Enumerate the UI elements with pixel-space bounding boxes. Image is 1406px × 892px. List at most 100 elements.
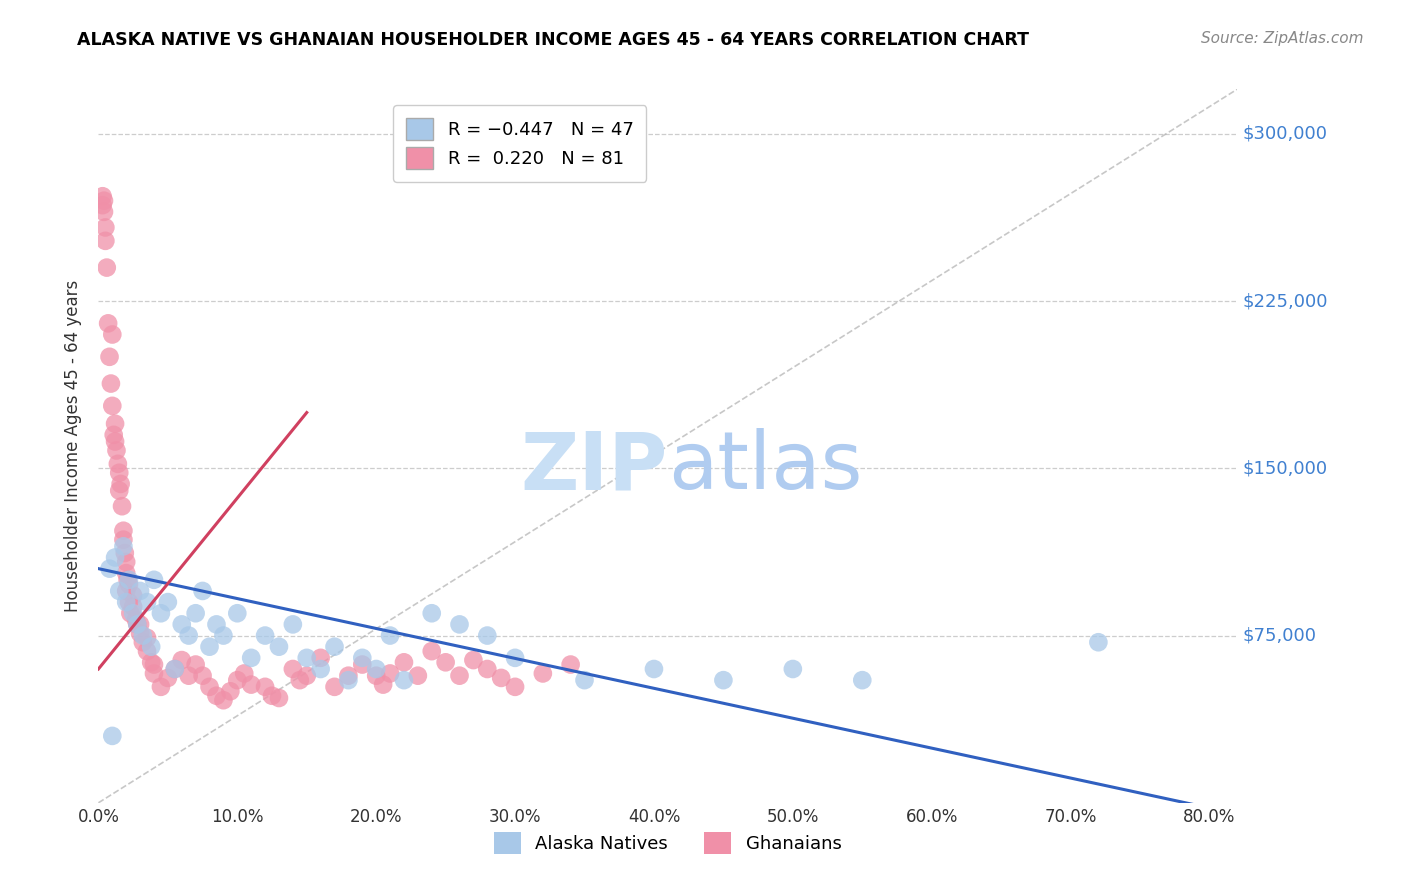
Point bbox=[463, 653, 485, 667]
Point bbox=[449, 669, 471, 683]
Point bbox=[226, 607, 249, 621]
Point bbox=[503, 651, 526, 665]
Point bbox=[177, 669, 200, 683]
Point bbox=[177, 628, 200, 642]
Point bbox=[108, 466, 131, 480]
Point bbox=[205, 617, 228, 632]
Point bbox=[851, 673, 873, 687]
Point bbox=[91, 198, 114, 212]
Text: atlas: atlas bbox=[668, 428, 862, 507]
Point bbox=[226, 673, 249, 687]
Point bbox=[184, 607, 207, 621]
Point bbox=[323, 640, 346, 654]
Point bbox=[281, 617, 304, 632]
Point bbox=[170, 617, 193, 632]
Point bbox=[143, 573, 166, 587]
Point bbox=[114, 546, 136, 560]
Text: $150,000: $150,000 bbox=[1243, 459, 1329, 477]
Point bbox=[156, 595, 179, 609]
Point bbox=[136, 631, 159, 645]
Point bbox=[93, 194, 115, 208]
Point bbox=[392, 655, 415, 669]
Point bbox=[112, 539, 135, 553]
Point bbox=[115, 595, 138, 609]
Point bbox=[156, 671, 179, 685]
Point bbox=[101, 729, 124, 743]
Point bbox=[94, 220, 117, 235]
Point bbox=[122, 607, 145, 621]
Text: $300,000: $300,000 bbox=[1243, 125, 1329, 143]
Point bbox=[149, 680, 172, 694]
Point bbox=[254, 628, 277, 642]
Point bbox=[115, 555, 138, 569]
Point bbox=[420, 644, 443, 658]
Point bbox=[212, 693, 235, 707]
Point bbox=[127, 617, 149, 632]
Text: Source: ZipAtlas.com: Source: ZipAtlas.com bbox=[1201, 31, 1364, 46]
Point bbox=[122, 599, 145, 614]
Point bbox=[560, 657, 582, 672]
Point bbox=[125, 613, 148, 627]
Point bbox=[267, 690, 290, 705]
Point bbox=[420, 607, 443, 621]
Point bbox=[406, 669, 429, 683]
Point bbox=[101, 399, 124, 413]
Point bbox=[163, 662, 186, 676]
Point bbox=[366, 662, 388, 676]
Point bbox=[104, 434, 127, 449]
Point bbox=[170, 653, 193, 667]
Point bbox=[782, 662, 804, 676]
Point bbox=[503, 680, 526, 694]
Point bbox=[115, 583, 138, 598]
Point bbox=[129, 617, 152, 632]
Point bbox=[110, 476, 132, 491]
Point bbox=[337, 673, 360, 687]
Point bbox=[309, 662, 332, 676]
Point bbox=[100, 376, 122, 391]
Legend: Alaska Natives, Ghanaians: Alaska Natives, Ghanaians bbox=[486, 825, 849, 862]
Point bbox=[105, 443, 128, 458]
Point bbox=[352, 657, 374, 672]
Point bbox=[392, 673, 415, 687]
Point bbox=[191, 583, 214, 598]
Point bbox=[477, 628, 499, 642]
Point bbox=[112, 533, 135, 547]
Text: ZIP: ZIP bbox=[520, 428, 668, 507]
Point bbox=[103, 427, 125, 442]
Point bbox=[141, 655, 163, 669]
Point bbox=[136, 644, 159, 658]
Point bbox=[713, 673, 735, 687]
Point bbox=[129, 626, 152, 640]
Point bbox=[219, 684, 242, 698]
Point bbox=[127, 617, 149, 632]
Point bbox=[205, 689, 228, 703]
Point bbox=[112, 524, 135, 538]
Point bbox=[107, 457, 129, 471]
Point bbox=[132, 635, 155, 649]
Point bbox=[122, 589, 145, 603]
Point bbox=[337, 669, 360, 683]
Point bbox=[531, 666, 554, 681]
Point bbox=[108, 583, 131, 598]
Y-axis label: Householder Income Ages 45 - 64 years: Householder Income Ages 45 - 64 years bbox=[65, 280, 83, 612]
Point bbox=[98, 562, 121, 576]
Point bbox=[323, 680, 346, 694]
Point bbox=[267, 640, 290, 654]
Point bbox=[309, 651, 332, 665]
Point bbox=[371, 678, 394, 692]
Point bbox=[141, 640, 163, 654]
Point bbox=[574, 673, 596, 687]
Point bbox=[288, 673, 311, 687]
Text: $225,000: $225,000 bbox=[1243, 292, 1329, 310]
Point bbox=[143, 666, 166, 681]
Point bbox=[449, 617, 471, 632]
Point bbox=[260, 689, 283, 703]
Point bbox=[136, 595, 159, 609]
Point bbox=[240, 651, 263, 665]
Point bbox=[118, 573, 141, 587]
Point bbox=[378, 628, 401, 642]
Point bbox=[434, 655, 457, 669]
Point bbox=[489, 671, 512, 685]
Point bbox=[198, 680, 221, 694]
Point bbox=[295, 651, 318, 665]
